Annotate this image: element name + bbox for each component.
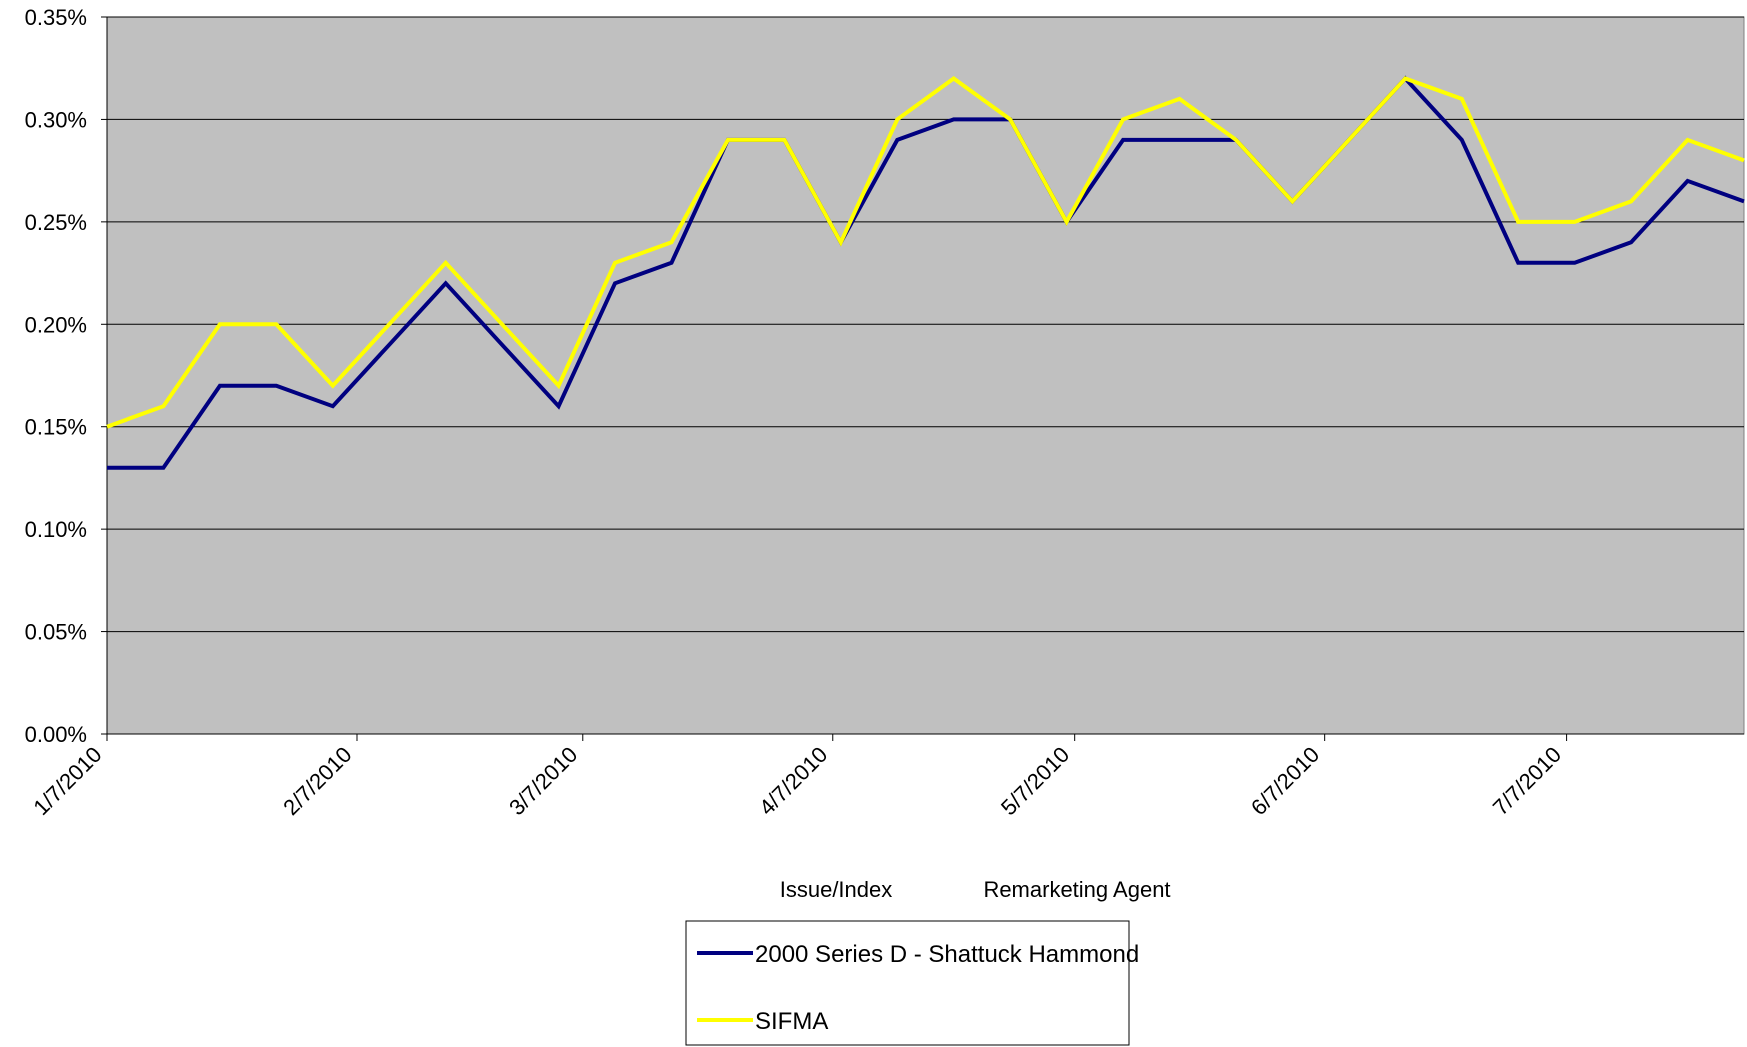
legend-label-shattuck-hammond: 2000 Series D - Shattuck Hammond bbox=[755, 941, 1139, 968]
y-tick-label: 0.00% bbox=[25, 722, 87, 747]
plot-area bbox=[106, 16, 1745, 735]
series-line-1 bbox=[106, 76, 1745, 429]
y-tick-label: 0.15% bbox=[25, 415, 87, 440]
y-tick-label: 0.35% bbox=[25, 5, 87, 30]
x-tick-label: 5/7/2010 bbox=[996, 742, 1074, 820]
x-tick-label: 7/7/2010 bbox=[1488, 742, 1566, 820]
series-lines bbox=[106, 75, 1745, 470]
y-tick-label: 0.20% bbox=[25, 312, 87, 337]
y-tick-label: 0.25% bbox=[25, 210, 87, 235]
legend-label-sifma: SIFMA bbox=[755, 1008, 828, 1035]
x-axis-title-right: Remarketing Agent bbox=[983, 877, 1170, 902]
x-tick-label: 2/7/2010 bbox=[278, 742, 356, 820]
axes bbox=[106, 17, 1744, 735]
x-axis-ticks: 1/7/2010 2/7/2010 3/7/2010 4/7/2010 5/7/2010… bbox=[28, 734, 1568, 820]
x-tick-label: 1/7/2010 bbox=[28, 742, 106, 820]
x-tick-label: 3/7/2010 bbox=[504, 742, 582, 820]
x-tick-label: 4/7/2010 bbox=[754, 742, 832, 820]
y-tick-label: 0.10% bbox=[25, 517, 87, 542]
x-tick-label: 6/7/2010 bbox=[1246, 742, 1324, 820]
legend: 2000 Series D - Shattuck Hammond SIFMA bbox=[685, 920, 1139, 1046]
y-tick-label: 0.05% bbox=[25, 620, 87, 645]
y-axis-ticks: 0.00% 0.05% 0.10% 0.15% 0.20% 0.25% 0.30% 0.35% bbox=[25, 5, 107, 747]
x-axis-title-left: Issue/Index bbox=[780, 877, 893, 902]
y-tick-label: 0.30% bbox=[25, 107, 87, 132]
legend-box bbox=[685, 920, 1130, 1046]
gridlines bbox=[107, 16, 1744, 633]
series-line-0 bbox=[107, 75, 1745, 470]
